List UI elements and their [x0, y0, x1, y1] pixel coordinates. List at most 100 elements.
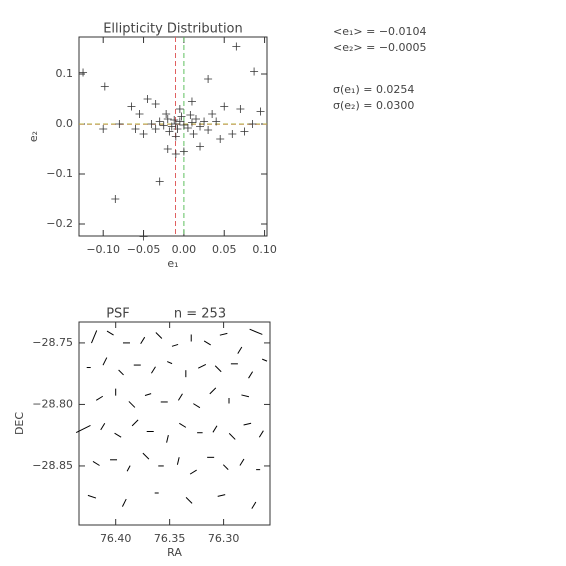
point: [165, 127, 174, 136]
whisker: [243, 422, 252, 426]
annotation: <e₁> = −0.0104: [333, 25, 427, 38]
whisker: [114, 432, 122, 438]
whisker: [185, 497, 193, 504]
whisker: [222, 464, 229, 471]
whisker: [249, 328, 263, 335]
x-tick-label: 0.05: [212, 243, 237, 256]
point: [179, 121, 188, 129]
point: [163, 145, 172, 153]
whisker: [121, 498, 127, 507]
chart-subtitle: n = 253: [174, 307, 226, 322]
point: [175, 105, 184, 113]
x-axis-label: RA: [167, 546, 182, 559]
point: [212, 117, 221, 126]
point: [100, 82, 109, 91]
point: [151, 125, 160, 133]
point: [200, 117, 209, 126]
whisker: [176, 457, 180, 465]
whisker: [203, 340, 211, 346]
whisker: [151, 366, 156, 374]
whisker: [212, 425, 218, 433]
x-tick-label: 76.35: [154, 532, 186, 545]
point: [186, 111, 195, 119]
whisker: [251, 501, 257, 509]
chart-title: Ellipticity Distribution: [103, 22, 243, 37]
y-axis-label: DEC: [13, 412, 26, 435]
point: [171, 150, 180, 158]
whisker: [166, 435, 169, 443]
point: [173, 125, 182, 133]
point: [232, 42, 241, 51]
plot-frame: [78, 36, 268, 237]
whisker: [197, 363, 207, 369]
whisker: [155, 332, 163, 339]
x-tick-label: 76.30: [208, 532, 240, 545]
y-tick-label: −28.75: [32, 336, 73, 349]
point: [162, 110, 171, 118]
whisker: [92, 461, 100, 466]
whisker: [118, 369, 124, 376]
point: [256, 107, 265, 116]
point: [240, 127, 249, 136]
point: [196, 142, 205, 151]
whisker: [193, 403, 201, 409]
whisker: [214, 365, 222, 373]
point: [187, 118, 196, 127]
plot-frame: [78, 321, 271, 526]
whisker: [179, 422, 187, 428]
whisker: [128, 401, 136, 408]
x-axis-label: e₁: [167, 257, 178, 270]
point: [155, 117, 164, 126]
point: [143, 95, 152, 103]
whisker: [131, 419, 139, 427]
point: [208, 110, 217, 118]
whisker: [177, 393, 183, 401]
y-tick-label: −28.85: [32, 459, 73, 472]
point: [179, 147, 188, 156]
whisker: [261, 358, 268, 362]
whisker: [87, 494, 97, 499]
whisker: [144, 393, 152, 396]
y-tick-label: 0.0: [56, 117, 74, 130]
x-tick-label: −0.10: [86, 243, 120, 256]
y-tick-label: −28.80: [32, 397, 73, 410]
point: [147, 120, 156, 128]
annotation: σ(e₁) = 0.0254: [333, 83, 414, 96]
whisker: [91, 330, 98, 344]
whisker: [241, 394, 250, 398]
point: [250, 67, 259, 76]
whisker: [237, 346, 243, 354]
point: [79, 68, 88, 77]
whisker: [171, 343, 179, 347]
whisker: [100, 423, 106, 431]
point: [228, 130, 237, 138]
point: [236, 105, 245, 113]
whisker: [142, 452, 150, 460]
y-axis-label: e₂: [27, 131, 40, 142]
point: [171, 132, 180, 141]
whisker: [167, 361, 173, 365]
point: [187, 97, 196, 106]
point: [216, 135, 225, 143]
point: [127, 102, 136, 111]
point: [167, 122, 176, 131]
point: [220, 102, 229, 111]
point: [99, 125, 108, 133]
whisker: [95, 395, 104, 401]
point: [135, 110, 144, 118]
point: [155, 177, 164, 186]
whisker: [126, 465, 131, 472]
point: [204, 126, 213, 134]
x-tick-label: −0.05: [127, 243, 161, 256]
whisker: [217, 494, 226, 497]
whisker: [102, 357, 108, 366]
whisker: [248, 371, 254, 379]
point: [151, 100, 160, 108]
whisker: [239, 458, 245, 466]
point: [115, 120, 124, 128]
x-tick-label: 76.40: [100, 532, 132, 545]
point: [204, 75, 213, 83]
whisker: [258, 430, 264, 438]
whisker: [219, 332, 228, 336]
